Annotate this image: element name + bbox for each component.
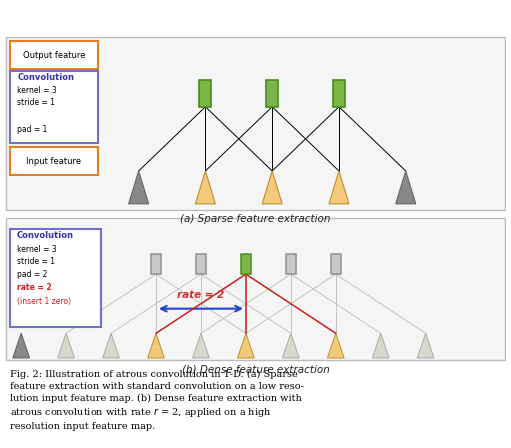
Polygon shape xyxy=(396,171,416,204)
Polygon shape xyxy=(148,333,165,358)
Text: Convolution: Convolution xyxy=(17,232,74,241)
Text: kernel = 3: kernel = 3 xyxy=(17,86,57,95)
FancyBboxPatch shape xyxy=(10,41,98,69)
Text: rate = 2: rate = 2 xyxy=(177,290,225,300)
Text: Input feature: Input feature xyxy=(26,157,81,166)
Bar xyxy=(151,254,161,274)
Polygon shape xyxy=(417,333,434,358)
Text: pad = 2: pad = 2 xyxy=(17,270,47,279)
FancyBboxPatch shape xyxy=(10,228,101,327)
Text: (a) Sparse feature extraction: (a) Sparse feature extraction xyxy=(180,214,331,224)
Polygon shape xyxy=(262,171,282,204)
Text: Convolution: Convolution xyxy=(17,73,74,82)
Bar xyxy=(199,80,212,107)
Polygon shape xyxy=(103,333,120,358)
Text: rate = 2: rate = 2 xyxy=(17,283,51,292)
Text: (insert 1 zero): (insert 1 zero) xyxy=(17,297,71,306)
FancyBboxPatch shape xyxy=(10,147,98,176)
Text: stride = 1: stride = 1 xyxy=(17,257,55,267)
Text: Fig. 2: Illustration of atrous convolution in 1-D. (a) Sparse
feature extraction: Fig. 2: Illustration of atrous convoluti… xyxy=(10,370,304,431)
Polygon shape xyxy=(58,333,75,358)
Bar xyxy=(266,80,278,107)
Polygon shape xyxy=(329,171,349,204)
Bar xyxy=(331,254,341,274)
Bar xyxy=(286,254,296,274)
Polygon shape xyxy=(193,333,210,358)
Text: Output feature: Output feature xyxy=(22,51,85,60)
Bar xyxy=(241,254,251,274)
Polygon shape xyxy=(13,333,30,358)
Polygon shape xyxy=(238,333,254,358)
Polygon shape xyxy=(373,333,389,358)
Bar xyxy=(333,80,345,107)
Polygon shape xyxy=(283,333,299,358)
Polygon shape xyxy=(328,333,344,358)
Text: (b) Dense feature extraction: (b) Dense feature extraction xyxy=(181,364,330,374)
Text: kernel = 3: kernel = 3 xyxy=(17,245,56,254)
Polygon shape xyxy=(195,171,216,204)
Bar xyxy=(196,254,206,274)
FancyBboxPatch shape xyxy=(10,71,98,142)
Polygon shape xyxy=(129,171,149,204)
Text: stride = 1: stride = 1 xyxy=(17,98,55,107)
Text: pad = 1: pad = 1 xyxy=(17,125,48,134)
